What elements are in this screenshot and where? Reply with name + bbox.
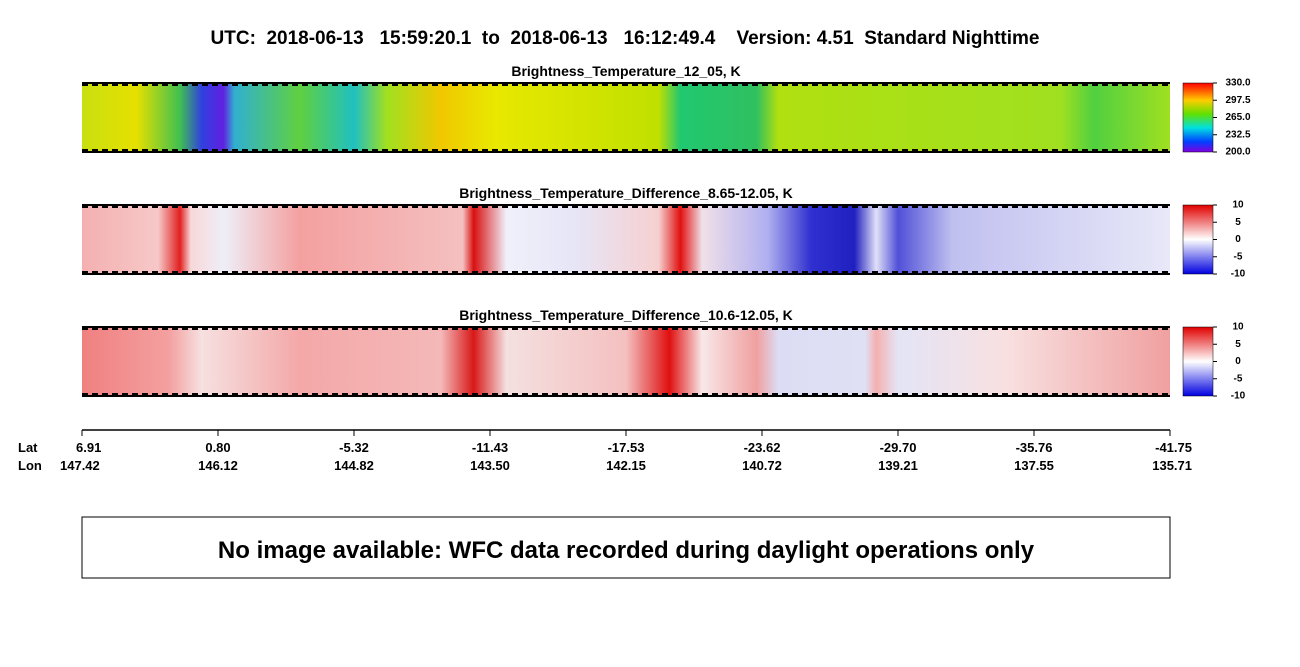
lat-tick-label: -5.32: [339, 440, 369, 455]
colorbar-tick-label: -10: [1231, 391, 1246, 402]
image-strip: [82, 205, 1170, 274]
lat-tick-label: 6.91: [76, 440, 101, 455]
colorbar-tick-label: -10: [1231, 269, 1246, 280]
image-strip: [82, 83, 1170, 152]
panel-title: Brightness_Temperature_Difference_8.65-1…: [459, 185, 793, 201]
colorbar-tick-label: 0: [1235, 234, 1241, 245]
image-strip: [82, 327, 1170, 396]
panel-title: Brightness_Temperature_12_05, K: [511, 63, 740, 79]
panel-title: Brightness_Temperature_Difference_10.6-1…: [459, 307, 793, 323]
colorbar-tick-label: 297.5: [1225, 95, 1250, 106]
notice: No image available: WFC data recorded du…: [218, 537, 1035, 564]
colorbar-tick-label: 232.5: [1225, 129, 1250, 140]
colorbar-tick-label: 200.0: [1225, 147, 1250, 158]
colorbar-tick-label: 10: [1232, 200, 1244, 211]
lat-tick-label: -17.53: [608, 440, 645, 455]
lat-label: Lat: [18, 440, 38, 455]
colorbar-tick-label: -5: [1234, 373, 1243, 384]
colorbar-tick-label: 5: [1235, 217, 1241, 228]
figure-title: UTC: 2018-06-13 15:59:20.1 to 2018-06-13…: [211, 28, 1040, 49]
colorbar-tick-label: 5: [1235, 339, 1241, 350]
lon-tick-label: 143.50: [470, 458, 510, 473]
lon-label: Lon: [18, 458, 42, 473]
colorbar-tick-label: -5: [1234, 251, 1243, 262]
lat-tick-label: -29.70: [880, 440, 917, 455]
lon-tick-label: 142.15: [606, 458, 646, 473]
lat-tick-label: -23.62: [744, 440, 781, 455]
lon-tick-label: 135.71: [1152, 458, 1192, 473]
colorbar: [1182, 82, 1214, 153]
lon-tick-label: 146.12: [198, 458, 238, 473]
lat-tick-label: -11.43: [472, 440, 508, 455]
lat-tick-label: -41.75: [1155, 440, 1192, 455]
colorbar-tick-label: 330.0: [1225, 78, 1250, 89]
colorbar-tick-label: 0: [1235, 356, 1241, 367]
lon-tick-label: 139.21: [878, 458, 918, 473]
lat-tick-label: 0.80: [205, 440, 230, 455]
lat-tick-label: -35.76: [1016, 440, 1053, 455]
lon-tick-label: 147.42: [60, 458, 100, 473]
colorbar: [1182, 326, 1214, 397]
lon-tick-label: 144.82: [334, 458, 374, 473]
colorbar-tick-label: 265.0: [1225, 112, 1250, 123]
lon-tick-label: 137.55: [1014, 458, 1054, 473]
notice-box: [81, 516, 1171, 579]
lon-tick-label: 140.72: [742, 458, 782, 473]
colorbar: [1182, 204, 1214, 275]
colorbar-tick-label: 10: [1232, 322, 1244, 333]
